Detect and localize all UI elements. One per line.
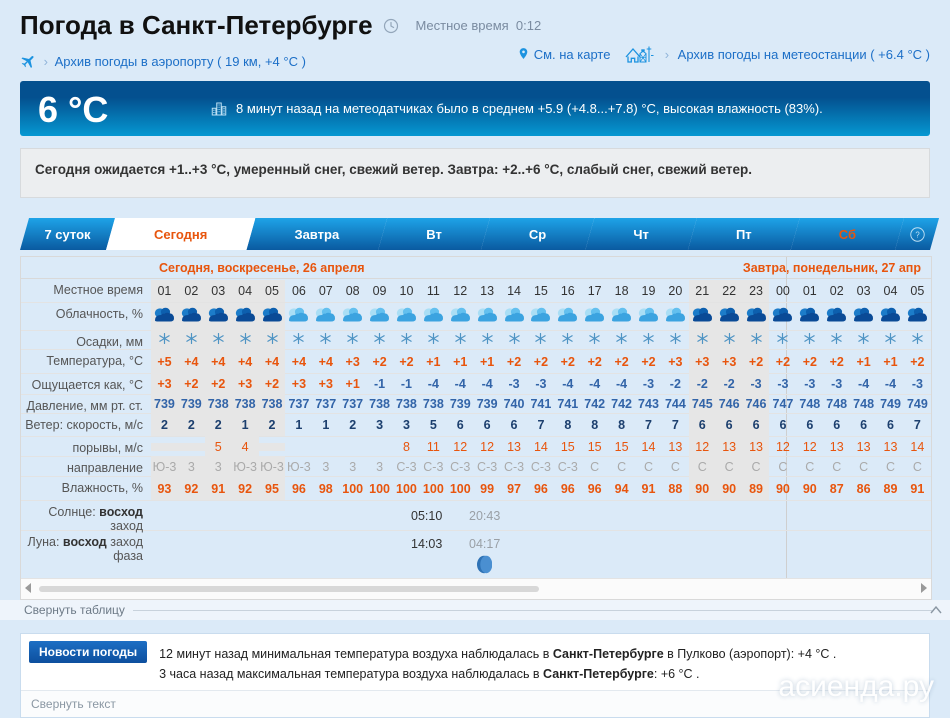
svg-text:?: ? xyxy=(915,230,920,239)
